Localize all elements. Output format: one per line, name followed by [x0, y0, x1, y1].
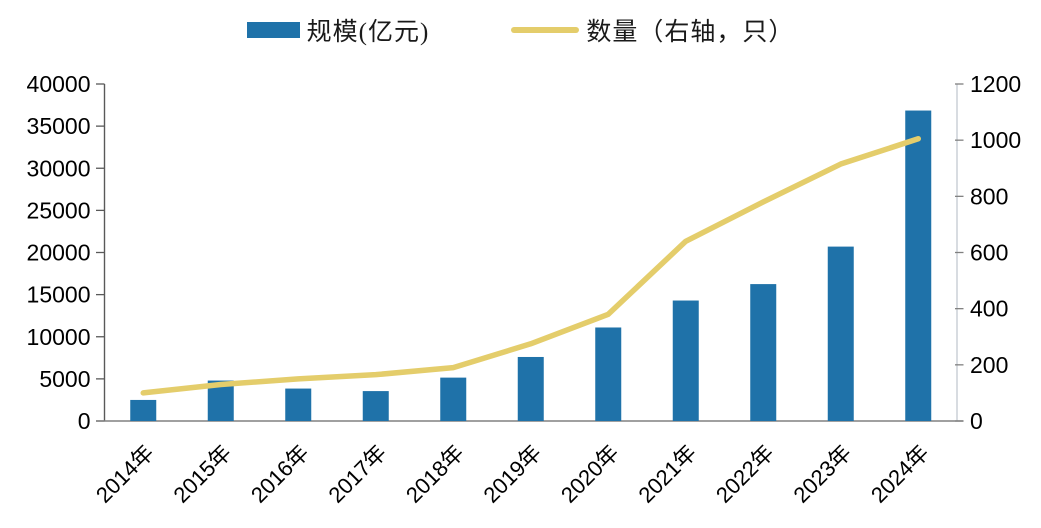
x-axis-label-2024年: 2024年 [866, 440, 934, 508]
legend-item-scale: 规模(亿元) [246, 12, 430, 48]
line-series-swatch [511, 27, 580, 33]
bar-2021年 [672, 300, 699, 421]
y-axis-left-tick-label: 0 [78, 408, 91, 434]
y-axis-left-tick-label: 25000 [27, 197, 91, 223]
bar-2019年 [517, 356, 544, 421]
y-axis-left-tick-label: 5000 [39, 366, 90, 392]
x-axis-label-2014年: 2014年 [91, 440, 159, 508]
y-axis-left-tick-label: 40000 [27, 71, 91, 97]
bar-2014年 [130, 399, 157, 421]
y-axis-left-tick-label: 35000 [27, 113, 91, 139]
bar-2018年 [440, 377, 467, 421]
bar-2017年 [362, 391, 389, 421]
bar-2023年 [827, 246, 854, 421]
y-axis-right-tick-label: 400 [970, 296, 1008, 322]
bar-2020年 [595, 327, 622, 421]
x-axis-label-2021年: 2021年 [633, 440, 701, 508]
x-axis-label-2015年: 2015年 [168, 440, 236, 508]
y-axis-left-tick-label: 15000 [27, 282, 91, 308]
x-axis-label-2018年: 2018年 [401, 440, 469, 508]
bar-series-label: 规模(亿元) [306, 19, 430, 46]
x-axis-label-2019年: 2019年 [478, 440, 546, 508]
y-axis-right-tick-label: 1000 [970, 127, 1021, 153]
x-axis-label-2020年: 2020年 [556, 440, 624, 508]
y-axis-right-tick-label: 0 [970, 408, 983, 434]
bar-series-swatch [246, 22, 300, 38]
y-axis-right-tick-label: 200 [970, 352, 1008, 378]
y-axis-left-tick-label: 20000 [27, 240, 91, 266]
x-axis-label-2022年: 2022年 [711, 440, 779, 508]
x-axis-label-2017年: 2017年 [323, 440, 391, 508]
bar-2022年 [750, 284, 777, 421]
x-axis-label-2023年: 2023年 [788, 440, 856, 508]
x-axis-label-2016年: 2016年 [246, 440, 314, 508]
legend-item-count: 数量（右轴，只） [511, 12, 794, 48]
y-axis-left-tick-label: 30000 [27, 155, 91, 181]
line-series-label: 数量（右轴，只） [586, 19, 795, 46]
quantity-line [140, 136, 921, 396]
y-axis-left-tick-label: 10000 [27, 324, 91, 350]
bar-2024年 [905, 110, 932, 421]
y-axis-right-tick-label: 600 [970, 240, 1008, 266]
y-axis-right-tick-label: 800 [970, 183, 1008, 209]
bar-2016年 [285, 388, 312, 421]
chart-legend: 规模(亿元) 数量（右轴，只） [0, 12, 1041, 48]
y-axis-right-tick-label: 1200 [970, 71, 1021, 97]
